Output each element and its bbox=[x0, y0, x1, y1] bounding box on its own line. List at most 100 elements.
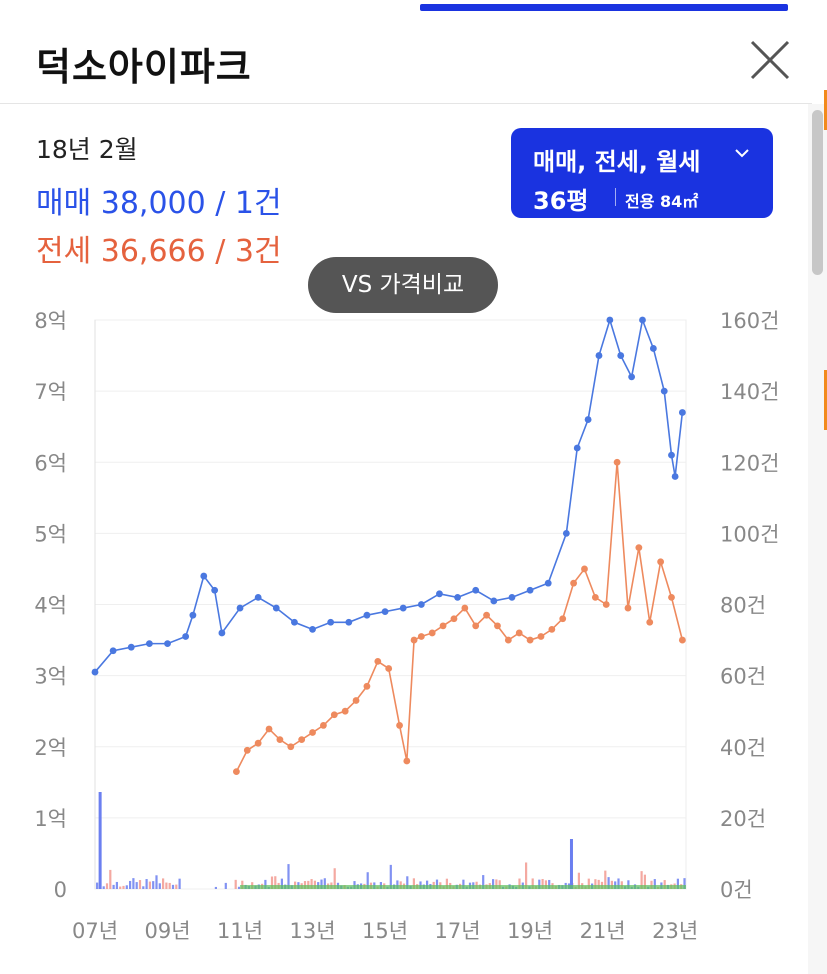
volume-bar bbox=[544, 880, 547, 889]
volume-bar bbox=[162, 878, 165, 889]
volume-bar bbox=[683, 878, 686, 889]
volume-bar bbox=[119, 886, 122, 889]
volume-bar bbox=[538, 879, 541, 889]
scrollbar-thumb[interactable] bbox=[812, 110, 823, 275]
jeonse-point bbox=[678, 636, 686, 644]
jeonse-point bbox=[559, 615, 567, 623]
jeonse-point bbox=[613, 458, 621, 466]
y-right-tick-label: 120건 bbox=[720, 451, 779, 475]
jeonse-point bbox=[602, 601, 610, 608]
sale-point bbox=[628, 373, 636, 381]
volume-bar bbox=[122, 885, 125, 889]
sale-point bbox=[291, 618, 298, 626]
volume-bar bbox=[125, 885, 128, 889]
sale-point bbox=[109, 647, 117, 655]
jeonse-point bbox=[461, 604, 469, 612]
y-left-tick-label: 6억 bbox=[34, 451, 67, 475]
jeonse-point bbox=[287, 743, 295, 751]
sale-point bbox=[573, 444, 581, 452]
compare-button[interactable]: VS 가격비교 bbox=[308, 257, 498, 313]
exclusive-area-label: 전용 84㎡ bbox=[625, 192, 699, 211]
jeonse-point bbox=[276, 736, 284, 744]
x-tick-label: 17년 bbox=[435, 919, 481, 943]
sale-point bbox=[562, 529, 570, 537]
area-label: 36평 bbox=[533, 187, 589, 215]
close-icon[interactable] bbox=[748, 38, 792, 82]
jeonse-point bbox=[254, 739, 262, 747]
sale-point bbox=[617, 352, 625, 359]
x-tick-label: 07년 bbox=[72, 919, 118, 943]
jeonse-point bbox=[352, 697, 360, 704]
y-left-tick-label: 3억 bbox=[34, 665, 67, 689]
volume-bar bbox=[313, 880, 316, 889]
volume-bar bbox=[135, 882, 138, 889]
volume-bar bbox=[412, 878, 415, 889]
volume-bar bbox=[168, 882, 171, 889]
jeonse-summary: 전세 36,666 / 3건 bbox=[36, 234, 282, 269]
volume-bar bbox=[274, 876, 277, 889]
volume-bar bbox=[158, 883, 161, 889]
jeonse-point bbox=[657, 558, 665, 566]
jeonse-point bbox=[396, 722, 403, 729]
x-tick-label: 15년 bbox=[362, 919, 408, 943]
volume-bar bbox=[462, 879, 465, 889]
volume-bar bbox=[132, 878, 135, 889]
volume-bar bbox=[653, 879, 656, 889]
chart-ticks: 0 1억 2억 3억 4억 5억 6억 7억 8억 0건 20건 40건 60건 80건 100건 120건 1… bbox=[34, 309, 779, 943]
sale-point bbox=[363, 611, 371, 619]
volume-bar bbox=[498, 880, 501, 889]
jeonse-point bbox=[410, 636, 418, 644]
jeonse-point bbox=[298, 736, 306, 744]
y-left-tick-label: 1억 bbox=[34, 807, 67, 831]
y-left-tick-label: 5억 bbox=[34, 522, 67, 546]
sale-point bbox=[490, 597, 498, 605]
scrollbar[interactable] bbox=[808, 104, 827, 974]
selected-date: 18년 2월 bbox=[36, 135, 138, 164]
volume-bar bbox=[264, 879, 267, 889]
jeonse-point bbox=[374, 658, 382, 665]
jeonse-point bbox=[439, 622, 447, 630]
volume-bar bbox=[310, 879, 313, 889]
chart-grid bbox=[94, 319, 687, 890]
header-divider bbox=[0, 103, 812, 104]
sale-point bbox=[164, 640, 171, 648]
jeonse-point bbox=[504, 636, 512, 644]
volume-bar bbox=[129, 880, 132, 889]
volume-bar-green bbox=[240, 885, 686, 889]
volume-bar bbox=[171, 884, 175, 889]
volume-bar bbox=[389, 864, 392, 889]
trade-filter-button[interactable]: 매매, 전세, 월세 36평 전용 84㎡ bbox=[511, 128, 773, 218]
sale-point bbox=[200, 572, 208, 580]
sale-point bbox=[639, 316, 646, 324]
top-accent-bar bbox=[420, 4, 788, 11]
volume-bar bbox=[214, 886, 217, 889]
volume-bar bbox=[96, 882, 99, 889]
volume-bar bbox=[492, 879, 495, 889]
x-tick-label: 21년 bbox=[580, 919, 626, 943]
sale-point bbox=[211, 586, 219, 594]
volume-bar bbox=[241, 880, 244, 889]
sale-point bbox=[584, 416, 592, 423]
sale-point bbox=[678, 409, 686, 416]
jeonse-point bbox=[403, 757, 411, 765]
volume-bar bbox=[112, 884, 115, 889]
volume-bar bbox=[287, 864, 290, 889]
sale-point bbox=[649, 345, 657, 352]
sale-point bbox=[668, 451, 675, 459]
y-left-tick-label: 2억 bbox=[34, 736, 67, 760]
jeonse-point bbox=[570, 579, 578, 587]
volume-bar bbox=[98, 792, 102, 889]
volume-bar bbox=[604, 870, 607, 889]
x-tick-label: 13년 bbox=[290, 919, 336, 943]
sale-point bbox=[91, 668, 99, 676]
jeonse-point bbox=[581, 565, 588, 573]
volume-bar bbox=[396, 880, 399, 889]
y-left-tick-label: 8억 bbox=[34, 309, 67, 333]
volume-bar bbox=[115, 881, 118, 889]
volume-bar bbox=[597, 879, 600, 889]
sale-point bbox=[218, 629, 226, 637]
volume-bar bbox=[610, 880, 613, 889]
volume-bar bbox=[650, 880, 653, 889]
jeonse-point bbox=[646, 618, 654, 626]
